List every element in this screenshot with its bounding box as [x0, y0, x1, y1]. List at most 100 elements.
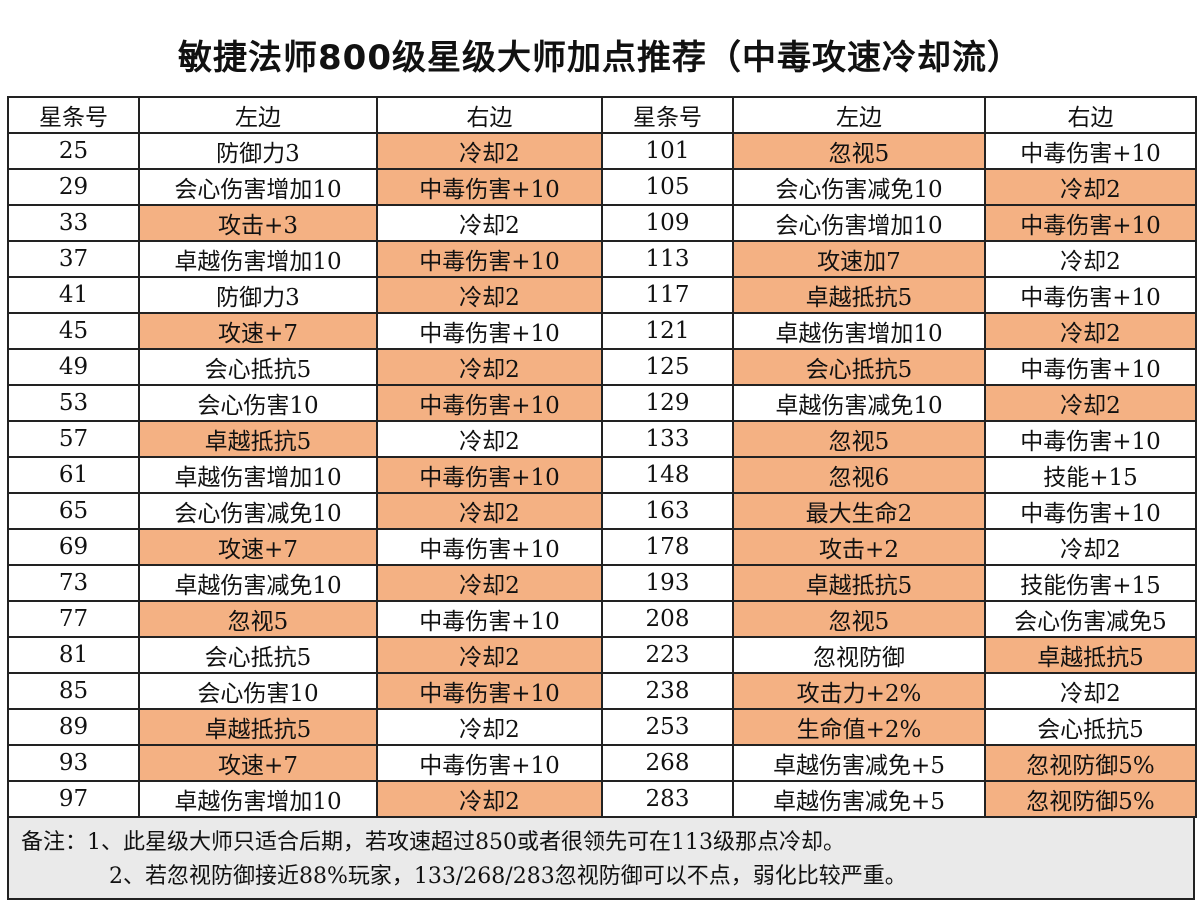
right-cell: 冷却2	[376, 708, 603, 746]
left-cell-2: 忽视5	[732, 600, 986, 638]
right-cell-2: 冷却2	[984, 240, 1197, 278]
left-cell: 攻速+7	[138, 312, 378, 350]
star-number: 37	[7, 240, 140, 278]
star-number: 29	[7, 168, 140, 206]
header-right-2: 右边	[984, 96, 1197, 134]
star-number: 57	[7, 420, 140, 458]
table-row: 33 攻击+3 冷却2 109 会心伤害增加10 中毒伤害+10	[7, 204, 1197, 242]
star-number-2: 109	[601, 204, 734, 242]
star-number: 89	[7, 708, 140, 746]
left-cell: 会心伤害10	[138, 672, 378, 710]
right-cell-2: 中毒伤害+10	[984, 276, 1197, 314]
table-row: 29 会心伤害增加10 中毒伤害+10 105 会心伤害减免10 冷却2	[7, 168, 1197, 206]
table-row: 85 会心伤害10 中毒伤害+10 238 攻击力+2% 冷却2	[7, 672, 1197, 710]
header-right: 右边	[376, 96, 603, 134]
note-line-2: 2、若忽视防御接近88%玩家，133/268/283忽视防御可以不点，弱化比较严…	[109, 864, 907, 889]
right-cell: 冷却2	[376, 492, 603, 530]
star-number-2: 148	[601, 456, 734, 494]
right-cell: 中毒伤害+10	[376, 600, 603, 638]
right-cell-2: 冷却2	[984, 312, 1197, 350]
left-cell-2: 忽视5	[732, 132, 986, 170]
left-cell: 会心伤害减免10	[138, 492, 378, 530]
left-cell-2: 攻速加7	[732, 240, 986, 278]
right-cell-2: 技能伤害+15	[984, 564, 1197, 602]
table-row: 41 防御力3 冷却2 117 卓越抵抗5 中毒伤害+10	[7, 276, 1197, 314]
left-cell: 卓越伤害增加10	[138, 780, 378, 818]
left-cell: 卓越伤害增加10	[138, 456, 378, 494]
left-cell: 卓越伤害增加10	[138, 240, 378, 278]
star-number-2: 223	[601, 636, 734, 674]
right-cell: 冷却2	[376, 348, 603, 386]
star-number: 77	[7, 600, 140, 638]
star-number-2: 105	[601, 168, 734, 206]
left-cell-2: 会心伤害减免10	[732, 168, 986, 206]
star-number: 41	[7, 276, 140, 314]
left-cell-2: 卓越抵抗5	[732, 276, 986, 314]
star-number: 49	[7, 348, 140, 386]
star-number-2: 283	[601, 780, 734, 818]
star-number-2: 117	[601, 276, 734, 314]
right-cell-2: 冷却2	[984, 528, 1197, 566]
right-cell-2: 中毒伤害+10	[984, 132, 1197, 170]
star-number-2: 121	[601, 312, 734, 350]
left-cell-2: 卓越伤害减免10	[732, 384, 986, 422]
star-number-2: 178	[601, 528, 734, 566]
table-row: 65 会心伤害减免10 冷却2 163 最大生命2 中毒伤害+10	[7, 492, 1197, 530]
table-row: 45 攻速+7 中毒伤害+10 121 卓越伤害增加10 冷却2	[7, 312, 1197, 350]
right-cell-2: 冷却2	[984, 672, 1197, 710]
star-number: 53	[7, 384, 140, 422]
right-cell-2: 忽视防御5%	[984, 780, 1197, 818]
table-row: 77 忽视5 中毒伤害+10 208 忽视5 会心伤害减免5	[7, 600, 1197, 638]
star-number: 97	[7, 780, 140, 818]
left-cell: 会心抵抗5	[138, 348, 378, 386]
right-cell: 中毒伤害+10	[376, 528, 603, 566]
star-number-2: 163	[601, 492, 734, 530]
left-cell: 会心伤害增加10	[138, 168, 378, 206]
table-row: 61 卓越伤害增加10 中毒伤害+10 148 忽视6 技能+15	[7, 456, 1197, 494]
right-cell-2: 中毒伤害+10	[984, 492, 1197, 530]
left-cell-2: 卓越伤害减免+5	[732, 780, 986, 818]
table-row: 81 会心抵抗5 冷却2 223 忽视防御 卓越抵抗5	[7, 636, 1197, 674]
right-cell: 中毒伤害+10	[376, 168, 603, 206]
star-number: 69	[7, 528, 140, 566]
left-cell: 攻速+7	[138, 528, 378, 566]
star-number: 25	[7, 132, 140, 170]
right-cell: 中毒伤害+10	[376, 456, 603, 494]
left-cell-2: 忽视防御	[732, 636, 986, 674]
star-number: 33	[7, 204, 140, 242]
right-cell: 中毒伤害+10	[376, 384, 603, 422]
star-number-2: 133	[601, 420, 734, 458]
star-number-2: 253	[601, 708, 734, 746]
left-cell-2: 攻击+2	[732, 528, 986, 566]
table-row: 53 会心伤害10 中毒伤害+10 129 卓越伤害减免10 冷却2	[7, 384, 1197, 422]
right-cell-2: 冷却2	[984, 168, 1197, 206]
table-row: 57 卓越抵抗5 冷却2 133 忽视5 中毒伤害+10	[7, 420, 1197, 458]
table-row: 93 攻速+7 中毒伤害+10 268 卓越伤害减免+5 忽视防御5%	[7, 744, 1197, 782]
star-number-2: 238	[601, 672, 734, 710]
left-cell-2: 攻击力+2%	[732, 672, 986, 710]
right-cell: 冷却2	[376, 276, 603, 314]
left-cell-2: 生命值+2%	[732, 708, 986, 746]
right-cell-2: 会心抵抗5	[984, 708, 1197, 746]
right-cell: 中毒伤害+10	[376, 672, 603, 710]
page-title: 敏捷法师800级星级大师加点推荐（中毒攻速冷却流）	[178, 38, 1022, 78]
left-cell: 会心伤害10	[138, 384, 378, 422]
right-cell: 中毒伤害+10	[376, 744, 603, 782]
right-cell-2: 中毒伤害+10	[984, 420, 1197, 458]
left-cell: 卓越伤害减免10	[138, 564, 378, 602]
right-cell-2: 中毒伤害+10	[984, 204, 1197, 242]
table-row: 73 卓越伤害减免10 冷却2 193 卓越抵抗5 技能伤害+15	[7, 564, 1197, 602]
left-cell: 防御力3	[138, 276, 378, 314]
header-left-2: 左边	[732, 96, 986, 134]
header-star-number-2: 星条号	[601, 96, 734, 134]
right-cell: 冷却2	[376, 564, 603, 602]
header-left: 左边	[138, 96, 378, 134]
star-number-2: 193	[601, 564, 734, 602]
left-cell: 防御力3	[138, 132, 378, 170]
left-cell-2: 忽视5	[732, 420, 986, 458]
left-cell: 攻击+3	[138, 204, 378, 242]
right-cell: 冷却2	[376, 204, 603, 242]
table-row: 37 卓越伤害增加10 中毒伤害+10 113 攻速加7 冷却2	[7, 240, 1197, 278]
left-cell-2: 卓越伤害增加10	[732, 312, 986, 350]
star-number-2: 208	[601, 600, 734, 638]
